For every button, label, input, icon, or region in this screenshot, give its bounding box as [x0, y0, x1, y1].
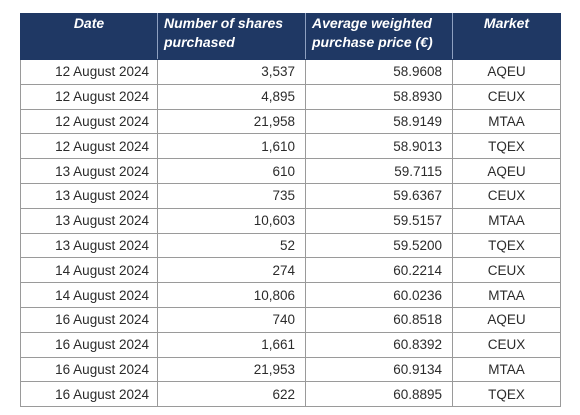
market-cell: CEUX: [452, 331, 561, 358]
shares-cell: 610: [157, 158, 306, 184]
price-cell: 60.8518: [305, 306, 453, 333]
shares-cell: 3,537: [157, 59, 306, 85]
date-cell: 16 August 2024: [20, 356, 158, 383]
market-cell: TQEX: [452, 133, 561, 160]
market-cell: AQEU: [452, 158, 561, 184]
date-cell: 13 August 2024: [20, 182, 158, 209]
date-cell: 14 August 2024: [20, 282, 158, 308]
price-cell: 59.5157: [305, 207, 453, 234]
header-average-price: Average weighted purchase price (€): [305, 13, 453, 60]
date-cell: 14 August 2024: [20, 257, 158, 284]
shares-cell: 21,958: [157, 108, 306, 135]
header-market: Market: [452, 13, 561, 60]
table-row: 12 August 2024 1,610 58.9013 TQEX: [20, 133, 561, 160]
table-row: 16 August 2024 1,661 60.8392 CEUX: [20, 331, 561, 358]
shares-cell: 274: [157, 257, 306, 284]
date-cell: 16 August 2024: [20, 306, 158, 333]
price-cell: 60.9134: [305, 356, 453, 383]
table-row: 16 August 2024 622 60.8895 TQEX: [20, 381, 561, 408]
table-row: 12 August 2024 21,958 58.9149 MTAA: [20, 108, 561, 135]
header-date: Date: [20, 13, 158, 60]
table-row: 12 August 2024 4,895 58.8930 CEUX: [20, 83, 561, 110]
shares-cell: 21,953: [157, 356, 306, 383]
header-number-of-shares: Number of shares purchased: [157, 13, 306, 60]
price-cell: 60.2214: [305, 257, 453, 284]
market-cell: AQEU: [452, 306, 561, 333]
shares-cell: 52: [157, 232, 306, 259]
table-header: Date Number of shares purchased Average …: [20, 13, 561, 60]
price-cell: 59.7115: [305, 158, 453, 184]
shares-cell: 740: [157, 306, 306, 333]
price-cell: 58.9013: [305, 133, 453, 160]
table-row: 16 August 2024 740 60.8518 AQEU: [20, 306, 561, 333]
shares-cell: 1,661: [157, 331, 306, 358]
share-purchases-table: Date Number of shares purchased Average …: [20, 13, 561, 408]
shares-cell: 10,603: [157, 207, 306, 234]
date-cell: 13 August 2024: [20, 207, 158, 234]
price-cell: 60.8392: [305, 331, 453, 358]
price-cell: 60.0236: [305, 282, 453, 308]
table-row: 12 August 2024 3,537 58.9608 AQEU: [20, 59, 561, 85]
market-cell: CEUX: [452, 182, 561, 209]
date-cell: 12 August 2024: [20, 83, 158, 110]
table-row: 14 August 2024 10,806 60.0236 MTAA: [20, 282, 561, 308]
table-row: 13 August 2024 52 59.5200 TQEX: [20, 232, 561, 259]
market-cell: MTAA: [452, 207, 561, 234]
market-cell: TQEX: [452, 381, 561, 408]
date-cell: 16 August 2024: [20, 331, 158, 358]
price-cell: 59.5200: [305, 232, 453, 259]
price-cell: 59.6367: [305, 182, 453, 209]
table-row: 13 August 2024 735 59.6367 CEUX: [20, 182, 561, 209]
date-cell: 16 August 2024: [20, 381, 158, 408]
shares-cell: 735: [157, 182, 306, 209]
price-cell: 58.9608: [305, 59, 453, 85]
header-row: Date Number of shares purchased Average …: [20, 13, 561, 60]
price-cell: 58.9149: [305, 108, 453, 135]
shares-cell: 10,806: [157, 282, 306, 308]
price-cell: 60.8895: [305, 381, 453, 408]
market-cell: CEUX: [452, 83, 561, 110]
market-cell: TQEX: [452, 232, 561, 259]
table-row: 16 August 2024 21,953 60.9134 MTAA: [20, 356, 561, 383]
shares-cell: 622: [157, 381, 306, 408]
market-cell: AQEU: [452, 59, 561, 85]
table-row: 13 August 2024 10,603 59.5157 MTAA: [20, 207, 561, 234]
date-cell: 13 August 2024: [20, 158, 158, 184]
shares-cell: 4,895: [157, 83, 306, 110]
date-cell: 13 August 2024: [20, 232, 158, 259]
market-cell: CEUX: [452, 257, 561, 284]
table-body: 12 August 2024 3,537 58.9608 AQEU 12 August …: [20, 59, 561, 408]
market-cell: MTAA: [452, 108, 561, 135]
table-row: 13 August 2024 610 59.7115 AQEU: [20, 158, 561, 184]
table-row: 14 August 2024 274 60.2214 CEUX: [20, 257, 561, 284]
market-cell: MTAA: [452, 282, 561, 308]
date-cell: 12 August 2024: [20, 133, 158, 160]
shares-cell: 1,610: [157, 133, 306, 160]
date-cell: 12 August 2024: [20, 108, 158, 135]
date-cell: 12 August 2024: [20, 59, 158, 85]
price-cell: 58.8930: [305, 83, 453, 110]
market-cell: MTAA: [452, 356, 561, 383]
